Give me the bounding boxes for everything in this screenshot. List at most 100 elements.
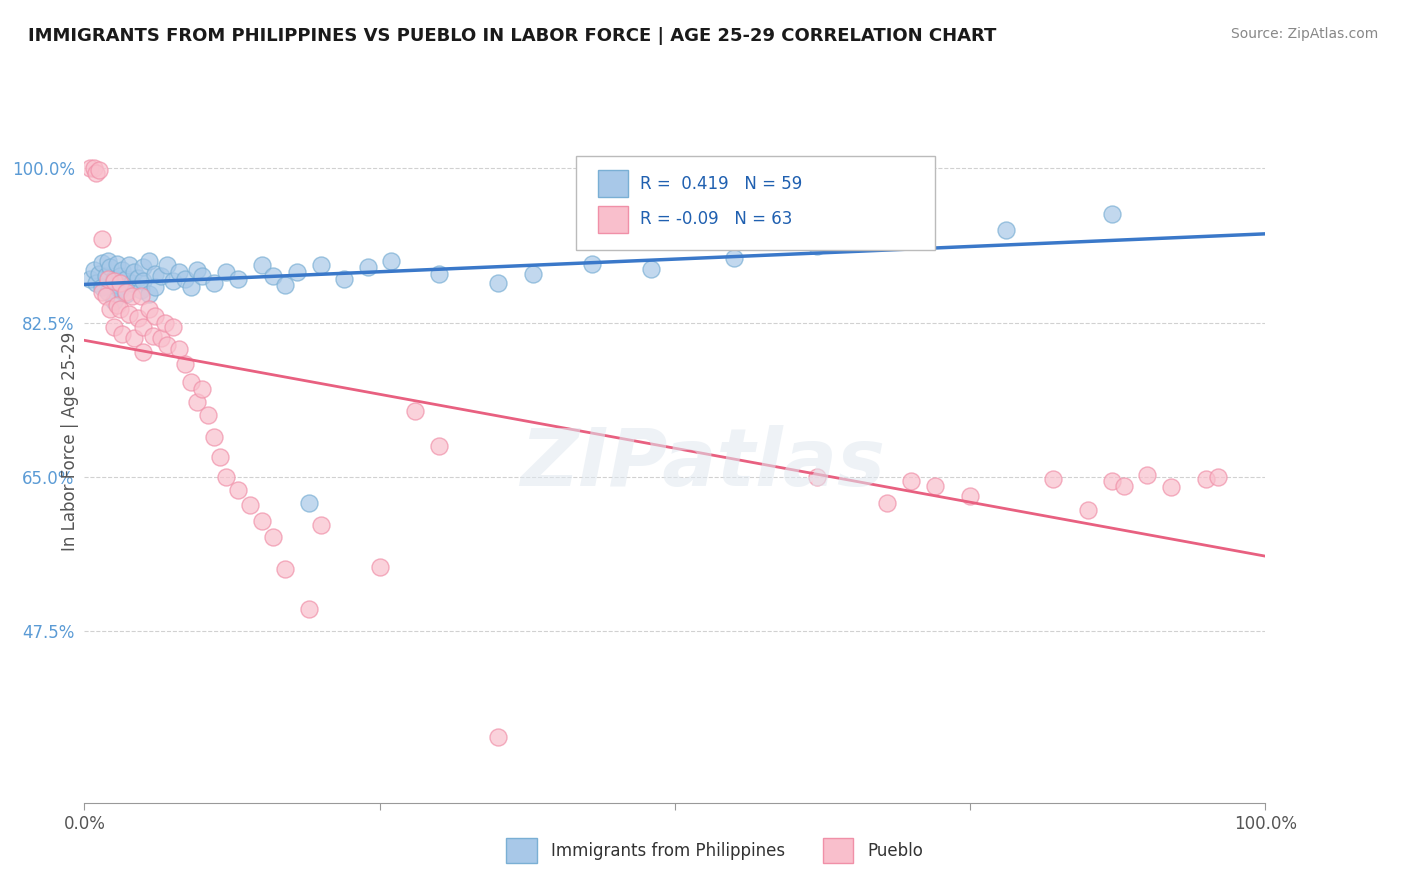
Point	[79, 161, 101, 176]
Point	[368, 559, 391, 574]
Point	[1160, 480, 1182, 494]
Point	[107, 298, 129, 312]
Point	[103, 274, 125, 288]
Text: R =  0.419   N = 59: R = 0.419 N = 59	[640, 175, 801, 193]
Point	[333, 271, 356, 285]
Point	[87, 163, 110, 178]
Point	[114, 285, 136, 299]
Point	[83, 161, 105, 176]
Point	[156, 258, 179, 272]
Text: Pueblo: Pueblo	[868, 842, 924, 860]
Point	[404, 403, 426, 417]
Point	[191, 382, 214, 396]
Point	[91, 280, 114, 294]
Point	[215, 470, 238, 484]
Point	[427, 439, 450, 453]
Point	[132, 320, 155, 334]
Point	[97, 271, 120, 285]
Point	[994, 223, 1017, 237]
Point	[173, 271, 195, 285]
Point	[107, 256, 129, 270]
Point	[239, 498, 262, 512]
Point	[150, 268, 173, 283]
Text: ZIPatlas: ZIPatlas	[520, 425, 886, 503]
Point	[924, 478, 946, 492]
Point	[91, 255, 114, 269]
Point	[1195, 471, 1218, 485]
Point	[103, 320, 125, 334]
Point	[114, 271, 136, 285]
Point	[84, 166, 107, 180]
Point	[118, 307, 141, 321]
Point	[138, 253, 160, 268]
Point	[209, 450, 232, 465]
Point	[138, 302, 160, 317]
Point	[309, 258, 332, 272]
Point	[180, 280, 202, 294]
Point	[1077, 503, 1099, 517]
Point	[250, 514, 273, 528]
Point	[129, 283, 152, 297]
Point	[1206, 470, 1229, 484]
Point	[84, 276, 107, 290]
Point	[262, 530, 284, 544]
Point	[97, 253, 120, 268]
Point	[298, 496, 321, 510]
Point	[202, 430, 225, 444]
Point	[427, 267, 450, 281]
Point	[357, 260, 380, 274]
Point	[127, 311, 149, 326]
Point	[79, 271, 101, 285]
Point	[153, 316, 176, 330]
Point	[108, 302, 131, 317]
Point	[309, 518, 332, 533]
Point	[581, 256, 603, 270]
Point	[250, 258, 273, 272]
Point	[285, 265, 308, 279]
Point	[1101, 207, 1123, 221]
Point	[108, 268, 131, 283]
Point	[111, 326, 134, 341]
Point	[806, 239, 828, 253]
Point	[132, 344, 155, 359]
Point	[180, 375, 202, 389]
Point	[122, 265, 145, 279]
Point	[132, 260, 155, 274]
Point	[150, 330, 173, 344]
Point	[98, 302, 121, 317]
Point	[94, 289, 117, 303]
Point	[108, 283, 131, 297]
Point	[98, 260, 121, 274]
Point	[1112, 478, 1135, 492]
Point	[274, 277, 297, 292]
Point	[226, 271, 249, 285]
Point	[959, 489, 981, 503]
Point	[167, 265, 190, 279]
Point	[226, 483, 249, 497]
Point	[97, 285, 120, 299]
Point	[298, 602, 321, 616]
Point	[162, 274, 184, 288]
Point	[215, 265, 238, 279]
Point	[262, 268, 284, 283]
Point	[173, 357, 195, 371]
Point	[1136, 468, 1159, 483]
Point	[121, 289, 143, 303]
Point	[1042, 471, 1064, 485]
Point	[274, 562, 297, 576]
Point	[111, 262, 134, 277]
Point	[486, 730, 509, 744]
Point	[1101, 474, 1123, 488]
Point	[186, 262, 208, 277]
Point	[486, 276, 509, 290]
Point	[143, 280, 166, 294]
Point	[876, 496, 898, 510]
Point	[87, 267, 110, 281]
Point	[83, 262, 105, 277]
Point	[138, 286, 160, 301]
Point	[186, 395, 208, 409]
Point	[640, 261, 662, 276]
Point	[202, 276, 225, 290]
Point	[142, 328, 165, 343]
Text: Immigrants from Philippines: Immigrants from Philippines	[551, 842, 786, 860]
